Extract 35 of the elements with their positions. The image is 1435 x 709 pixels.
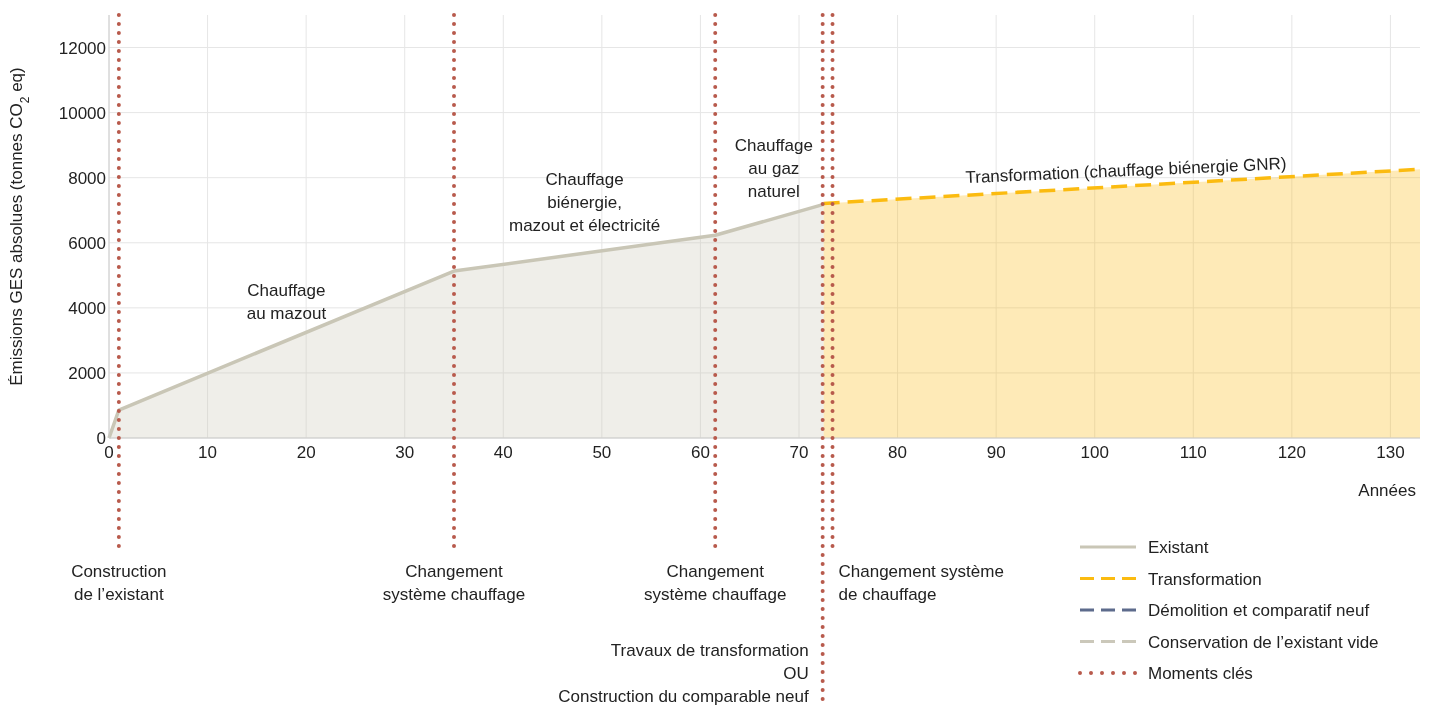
ref-line-label: Changement système chauffage (644, 562, 787, 604)
x-tick-label: 130 (1376, 443, 1405, 462)
x-axis-title: Années (1358, 481, 1416, 500)
x-tick-label: 70 (789, 443, 809, 462)
x-tick-label: 80 (888, 443, 908, 462)
annotation: Chauffage au mazout (246, 280, 327, 323)
x-tick-label: 20 (296, 443, 316, 462)
ref-line-label: Construction de l’existant (71, 562, 167, 604)
y-tick-label: 6000 (68, 233, 106, 253)
x-tick-label: 90 (986, 443, 1006, 462)
ref-line-label: Changement système de chauffage (838, 562, 1004, 604)
x-tick-label: 30 (395, 443, 415, 462)
y-tick-label: 4000 (68, 298, 106, 318)
x-tick-label: 120 (1277, 443, 1307, 462)
x-tick-label: 10 (198, 443, 218, 462)
ref-line-label: Travaux de transformation OU Construction du comparable neuf (558, 641, 809, 706)
x-tick-label: 110 (1179, 443, 1207, 462)
x-tick-label: 60 (690, 443, 710, 462)
y-tick-label: 0 (96, 429, 106, 448)
x-tick-label: 50 (592, 443, 612, 462)
legend-label: Conservation de l’existant vide (1148, 632, 1379, 652)
y-tick-label: 12000 (58, 38, 106, 58)
annotation: Chauffage biénergie, mazout et électricité (509, 170, 661, 236)
x-tick-label: 100 (1080, 443, 1109, 462)
annotation: Chauffage au gaz naturel (734, 135, 813, 201)
legend-label: Existant (1148, 538, 1209, 557)
ref-line-label: Changement système chauffage (382, 562, 526, 604)
legend-label: Transformation (1148, 569, 1262, 589)
legend-label: Moments clés (1148, 664, 1253, 683)
x-tick-label: 40 (493, 443, 513, 462)
y-tick-label: 2000 (68, 363, 106, 383)
y-tick-label: 8000 (68, 168, 106, 188)
annotation: Transformation (chauffage biénergie GNR) (965, 154, 1287, 188)
y-tick-label: 10000 (58, 103, 106, 123)
legend-label: Démolition et comparatif neuf (1148, 601, 1370, 620)
